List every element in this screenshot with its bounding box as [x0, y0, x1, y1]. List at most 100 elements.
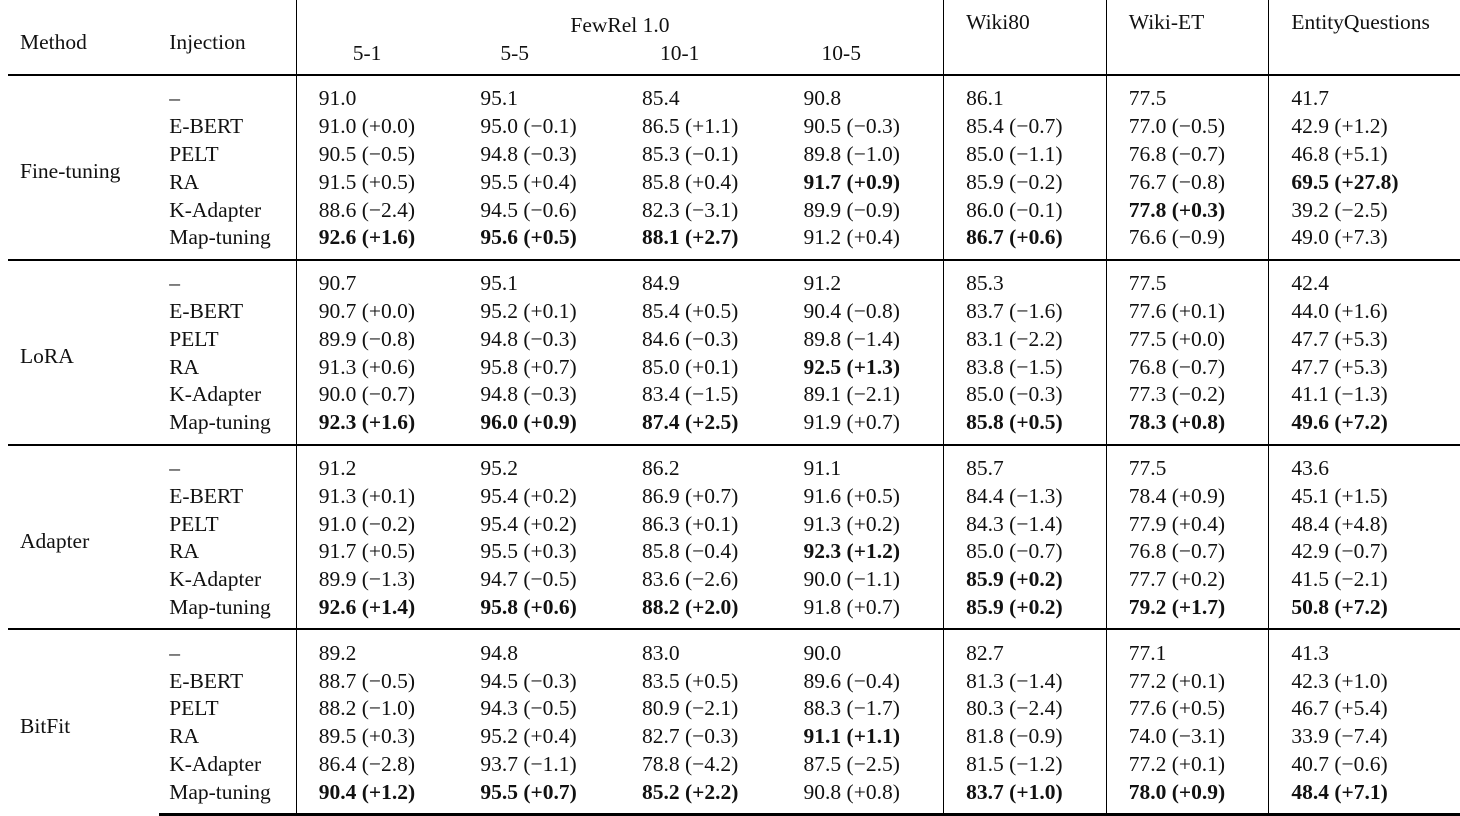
table-row: Map-tuning 92.3 (+1.6) 96.0 (+0.9) 87.4 (+2…	[8, 408, 1460, 445]
cell-fewrel-5-5: 93.7 (−1.1)	[458, 751, 620, 779]
cell-wiki80: 85.7	[943, 443, 1107, 483]
cell-delta: (+0.1)	[1166, 668, 1226, 693]
method-label: Adapter	[8, 443, 160, 630]
cell-value: 74.0	[1128, 724, 1167, 749]
cell-wiki-et: 77.7 (+0.2)	[1105, 565, 1269, 594]
header-sub-5-1: 5-1	[295, 40, 459, 75]
cell-fewrel-10-1: 83.5 (+0.5)	[620, 667, 782, 695]
cell-delta: (+0.4)	[1166, 511, 1226, 536]
cell-delta: (+0.4)	[679, 169, 739, 194]
cell-fewrel-10-1: 88.2 (+2.0)	[620, 594, 782, 630]
cell-value: 86.5	[641, 114, 680, 139]
cell-value: 39.2	[1291, 197, 1329, 222]
table-row: E-BERT 91.0 (+0.0) 95.0 (−0.1) 86.5 (+1.1) 9…	[8, 112, 1460, 141]
cell-value: 80.9	[641, 696, 680, 721]
cell-value: 95.1	[480, 271, 518, 296]
cell-fewrel-10-5: 91.3 (+0.2)	[782, 510, 944, 538]
cell-delta: (−0.5)	[517, 567, 577, 592]
cell-value: 47.7	[1291, 326, 1329, 351]
cell-delta: (+27.8)	[1329, 169, 1399, 194]
cell-delta: (+0.2)	[1166, 567, 1226, 592]
cell-fewrel-5-5: 95.5 (+0.7)	[458, 778, 620, 816]
cell-entityquestions: 41.5 (−2.1)	[1268, 565, 1460, 594]
cell-value: 77.2	[1128, 751, 1167, 776]
cell-entityquestions: 46.7 (+5.4)	[1268, 694, 1460, 723]
cell-fewrel-5-5: 94.7 (−0.5)	[458, 566, 620, 594]
cell-value: 90.5	[803, 114, 842, 139]
injection-label: E-BERT	[169, 668, 244, 693]
cell-delta: (−0.6)	[1329, 751, 1388, 776]
header-wiki80: Wiki80	[943, 0, 1107, 75]
cell-delta: (+0.7)	[841, 410, 900, 435]
cell-fewrel-5-5: 95.1	[458, 258, 620, 298]
cell-value: 90.7	[318, 298, 357, 323]
cell-wiki80: 86.0 (−0.1)	[943, 196, 1107, 224]
cell-delta: (−0.7)	[1166, 354, 1226, 379]
cell-fewrel-5-5: 95.1	[458, 74, 620, 113]
table-row: PELT 88.2 (−1.0) 94.3 (−0.5) 80.9 (−2.1) 88.…	[8, 694, 1460, 723]
cell-delta: (+7.2)	[1329, 410, 1388, 435]
cell-value: 88.6	[318, 197, 357, 222]
cell-value: 49.6	[1291, 410, 1329, 435]
cell-value: 86.9	[641, 483, 680, 508]
cell-value: 76.8	[1128, 354, 1167, 379]
cell-fewrel-5-1: 91.3 (+0.1)	[295, 482, 459, 511]
cell-fewrel-10-1: 86.2	[619, 443, 782, 483]
cell-fewrel-10-5: 90.0 (−1.1)	[782, 566, 944, 594]
cell-value: 46.7	[1291, 696, 1329, 721]
cell-delta: (−1.1)	[1003, 141, 1063, 166]
cell-delta: (+1.4)	[356, 594, 416, 619]
cell-delta: (−1.3)	[1329, 382, 1388, 407]
cell-value: 81.5	[966, 751, 1004, 776]
cell-entityquestions: 50.8 (+7.2)	[1268, 593, 1460, 630]
injection-label: K-Adapter	[169, 197, 262, 222]
cell-value: 94.8	[480, 640, 518, 665]
cell-value: 45.1	[1291, 483, 1329, 508]
cell-wiki-et: 77.2 (+0.1)	[1105, 667, 1269, 695]
cell-delta: (+0.9)	[1166, 779, 1226, 804]
cell-value: 77.9	[1128, 511, 1167, 536]
cell-fewrel-5-5: 94.8 (−0.3)	[458, 141, 620, 169]
cell-delta: (−0.4)	[841, 668, 900, 693]
cell-value: 82.3	[641, 197, 680, 222]
cell-value: 85.0	[641, 354, 680, 379]
cell-value: 94.3	[480, 696, 518, 721]
cell-wiki80: 83.8 (−1.5)	[943, 353, 1107, 381]
cell-delta: (−0.3)	[679, 724, 739, 749]
cell-fewrel-10-5: 91.8 (+0.7)	[782, 594, 944, 630]
cell-delta: (−1.2)	[1003, 751, 1063, 776]
cell-value: 94.5	[480, 197, 518, 222]
cell-fewrel-10-5: 89.1 (−2.1)	[782, 381, 944, 409]
cell-fewrel-10-5: 91.9 (+0.7)	[782, 409, 944, 445]
cell-value: 95.5	[480, 169, 518, 194]
cell-wiki-et: 77.5	[1105, 443, 1269, 483]
cell-fewrel-10-5: 92.5 (+1.3)	[782, 353, 944, 381]
cell-value: 90.0	[803, 640, 842, 665]
header-sub-10-1: 10-1	[659, 40, 700, 65]
cell-delta: (+0.5)	[1166, 696, 1226, 721]
cell-fewrel-5-1: 91.0 (+0.0)	[295, 112, 459, 141]
cell-value: 48.4	[1291, 779, 1329, 804]
injection-label: RA	[169, 539, 200, 564]
cell-delta: (+0.2)	[1003, 594, 1063, 619]
cell-value: 94.8	[480, 382, 518, 407]
cell-delta: (−1.6)	[1003, 298, 1063, 323]
cell-value: 91.0	[318, 86, 357, 111]
cell-delta: (−0.3)	[517, 326, 577, 351]
cell-value: 92.3	[318, 410, 357, 435]
cell-delta: (+1.3)	[841, 354, 900, 379]
cell-wiki-et: 77.9 (+0.4)	[1105, 510, 1269, 538]
cell-delta: (+1.5)	[1329, 483, 1388, 508]
cell-delta: (+0.5)	[517, 225, 577, 250]
cell-value: 91.0	[318, 511, 357, 536]
cell-delta: (+0.3)	[1166, 197, 1226, 222]
cell-value: 95.2	[480, 298, 518, 323]
cell-delta: (−0.5)	[517, 696, 577, 721]
cell-value: 88.3	[803, 696, 842, 721]
cell-fewrel-5-5: 95.5 (+0.4)	[458, 168, 620, 196]
cell-fewrel-5-5: 95.5 (+0.3)	[458, 538, 620, 566]
header-fewrel: FewRel 1.0	[295, 0, 944, 40]
cell-wiki80: 81.5 (−1.2)	[943, 750, 1107, 779]
cell-entityquestions: 41.7	[1268, 74, 1460, 113]
cell-delta: (+0.5)	[841, 483, 900, 508]
